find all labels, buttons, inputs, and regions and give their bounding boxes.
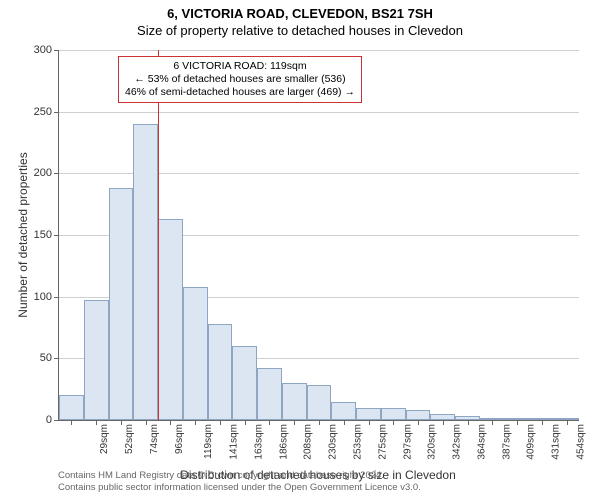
xtick-mark (542, 420, 543, 425)
page-subtitle: Size of property relative to detached ho… (0, 21, 600, 38)
xtick-label: 74sqm (149, 424, 160, 454)
histogram-bar (257, 368, 282, 420)
xtick-label: 119sqm (203, 424, 214, 459)
xtick-mark (567, 420, 568, 425)
histogram-bar (158, 219, 183, 420)
xtick-mark (393, 420, 394, 425)
xtick-label: 275sqm (377, 424, 388, 460)
xtick-label: 141sqm (229, 424, 240, 460)
histogram-bar (208, 324, 233, 420)
xtick-mark (245, 420, 246, 425)
histogram-bar (307, 385, 332, 420)
histogram-bar (84, 300, 109, 420)
xtick-mark (294, 420, 295, 425)
xtick-mark (468, 420, 469, 425)
histogram-bar (406, 410, 431, 420)
ytick-label: 300 (12, 44, 52, 56)
annotation-line2: ← 53% of detached houses are smaller (53… (125, 73, 355, 86)
ytick-label: 50 (12, 352, 52, 364)
xtick-label: 186sqm (278, 424, 289, 460)
annotation-line1: 6 VICTORIA ROAD: 119sqm (125, 60, 355, 73)
xtick-mark (492, 420, 493, 425)
histogram-bar (133, 124, 158, 420)
page-title: 6, VICTORIA ROAD, CLEVEDON, BS21 7SH (0, 0, 600, 21)
footer-line2: Contains public sector information licen… (58, 482, 578, 494)
xtick-mark (443, 420, 444, 425)
marker-line (158, 50, 159, 420)
histogram-bar (356, 408, 381, 420)
xtick-mark (517, 420, 518, 425)
xtick-mark (220, 420, 221, 425)
xtick-mark (269, 420, 270, 425)
xtick-label: 253sqm (353, 424, 364, 460)
xtick-label: 342sqm (452, 424, 463, 460)
xtick-mark (170, 420, 171, 425)
histogram-bar (183, 287, 208, 420)
xtick-label: 431sqm (551, 424, 562, 460)
xtick-label: 409sqm (526, 424, 537, 460)
xtick-mark (344, 420, 345, 425)
xtick-mark (71, 420, 72, 425)
histogram-chart: Number of detached properties 29sqm52sqm… (58, 50, 578, 420)
histogram-bar (331, 402, 356, 421)
xtick-label: 454sqm (575, 424, 586, 460)
footer-line1: Contains HM Land Registry data © Crown c… (58, 470, 578, 482)
xtick-mark (319, 420, 320, 425)
xtick-mark (195, 420, 196, 425)
xtick-label: 29sqm (99, 424, 110, 454)
xtick-label: 52sqm (124, 424, 135, 454)
plot-area: 29sqm52sqm74sqm96sqm119sqm141sqm163sqm18… (58, 50, 579, 421)
xtick-mark (96, 420, 97, 425)
xtick-mark (418, 420, 419, 425)
xtick-label: 163sqm (254, 424, 265, 460)
histogram-bar (282, 383, 307, 420)
histogram-bar (232, 346, 257, 420)
xtick-label: 96sqm (174, 424, 185, 454)
ytick-label: 200 (12, 167, 52, 179)
ytick-label: 0 (12, 414, 52, 426)
histogram-bar (109, 188, 134, 420)
ytick-label: 250 (12, 106, 52, 118)
xtick-mark (369, 420, 370, 425)
xtick-label: 320sqm (427, 424, 438, 460)
ytick-label: 150 (12, 229, 52, 241)
histogram-bar (381, 408, 406, 420)
xtick-label: 230sqm (328, 424, 339, 460)
xtick-label: 387sqm (501, 424, 512, 460)
footer-attribution: Contains HM Land Registry data © Crown c… (58, 470, 578, 494)
ytick-mark (54, 420, 59, 421)
xtick-label: 297sqm (402, 424, 413, 460)
xtick-mark (146, 420, 147, 425)
xtick-label: 364sqm (476, 424, 487, 460)
xtick-label: 208sqm (303, 424, 314, 460)
histogram-bar (59, 395, 84, 420)
annotation-line3: 46% of semi-detached houses are larger (… (125, 86, 355, 99)
ytick-label: 100 (12, 291, 52, 303)
xtick-mark (121, 420, 122, 425)
annotation-box: 6 VICTORIA ROAD: 119sqm ← 53% of detache… (118, 56, 362, 103)
